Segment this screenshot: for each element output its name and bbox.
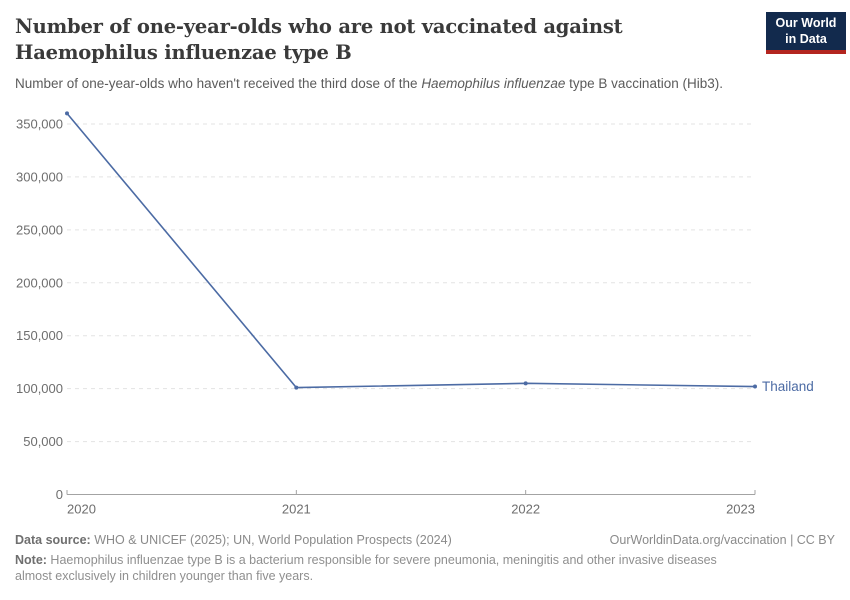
y-tick-label: 350,000: [16, 117, 63, 132]
chart-subtitle: Number of one-year-olds who haven't rece…: [15, 76, 723, 91]
x-tick-label: 2022: [511, 502, 540, 517]
y-tick-label: 50,000: [23, 434, 63, 449]
note-value: Haemophilus influenzae type B is a bacte…: [15, 553, 717, 583]
x-tick-label: 2020: [67, 502, 96, 517]
note-label: Note:: [15, 553, 47, 567]
data-point[interactable]: [294, 385, 299, 390]
data-point[interactable]: [523, 381, 528, 386]
title-line-2: Haemophilus influenzae type B: [15, 41, 352, 64]
subtitle-text: Number of one-year-olds who haven't rece…: [15, 76, 422, 91]
y-tick-label: 0: [56, 487, 63, 502]
x-tick-label: 2021: [282, 502, 311, 517]
logo-line-2: in Data: [785, 32, 827, 46]
footer-sources-row: Data source: WHO & UNICEF (2025); UN, Wo…: [15, 533, 835, 547]
title-line-1: Number of one-year-olds who are not vacc…: [15, 15, 623, 38]
y-tick-label: 150,000: [16, 328, 63, 343]
data-source-label: Data source:: [15, 533, 91, 547]
x-tick-label: 2023: [726, 502, 755, 517]
data-point[interactable]: [65, 111, 69, 116]
y-tick-label: 250,000: [16, 222, 63, 237]
subtitle-text-end: type B vaccination (Hib3).: [565, 76, 723, 91]
series-label-thailand: Thailand: [762, 379, 814, 394]
attribution-link[interactable]: OurWorldinData.org/vaccination | CC BY: [609, 533, 835, 547]
data-source-value: WHO & UNICEF (2025); UN, World Populatio…: [90, 533, 452, 547]
owid-logo[interactable]: Our World in Data: [766, 12, 846, 54]
logo-line-1: Our World: [775, 16, 837, 30]
page-title: Number of one-year-olds who are not vacc…: [15, 14, 623, 66]
footer-note: Note: Haemophilus influenzae type B is a…: [15, 553, 757, 584]
data-source: Data source: WHO & UNICEF (2025); UN, Wo…: [15, 533, 452, 547]
line-chart[interactable]: 0 50,000 100,000 150,000 200,000 250,000 300,0…: [0, 0, 850, 530]
data-line-thailand[interactable]: [66, 112, 756, 389]
y-tick-label: 200,000: [16, 275, 63, 290]
y-tick-label: 100,000: [16, 381, 63, 396]
y-tick-label: 300,000: [16, 169, 63, 184]
data-point[interactable]: [753, 384, 757, 389]
subtitle-italic-species: Haemophilus influenzae: [421, 76, 566, 91]
